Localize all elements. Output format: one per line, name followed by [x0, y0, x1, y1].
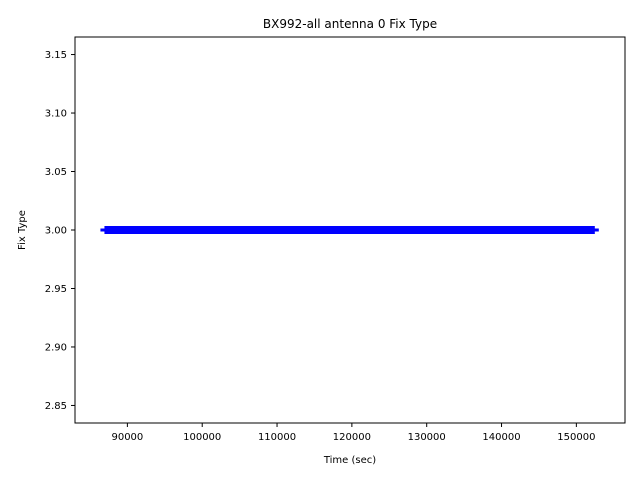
x-tick-label: 140000	[482, 432, 520, 443]
y-tick-label: 3.10	[45, 109, 67, 120]
x-tick-label: 110000	[258, 432, 296, 443]
x-tick-label: 130000	[408, 432, 446, 443]
x-axis: 90000 100000 110000 120000 130000 140000 15000…	[111, 423, 595, 443]
y-tick-label: 2.90	[45, 342, 67, 353]
y-axis-label: Fix Type	[17, 210, 28, 250]
y-axis: 2.85 2.90 2.95 3.00 3.05 3.10 3.15	[45, 50, 75, 412]
x-tick-label: 100000	[183, 432, 221, 443]
y-tick-label: 3.05	[45, 167, 67, 178]
x-tick-label: 150000	[557, 432, 595, 443]
chart-title: BX992-all antenna 0 Fix Type	[263, 17, 437, 31]
y-tick-label: 3.15	[45, 50, 67, 61]
x-axis-label: Time (sec)	[323, 455, 376, 466]
data-marks	[100, 226, 599, 234]
y-tick-label: 3.00	[45, 226, 67, 237]
x-tick-label: 120000	[333, 432, 371, 443]
y-tick-label: 2.85	[45, 401, 67, 412]
y-tick-label: 2.95	[45, 284, 67, 295]
x-tick-label: 90000	[111, 432, 143, 443]
